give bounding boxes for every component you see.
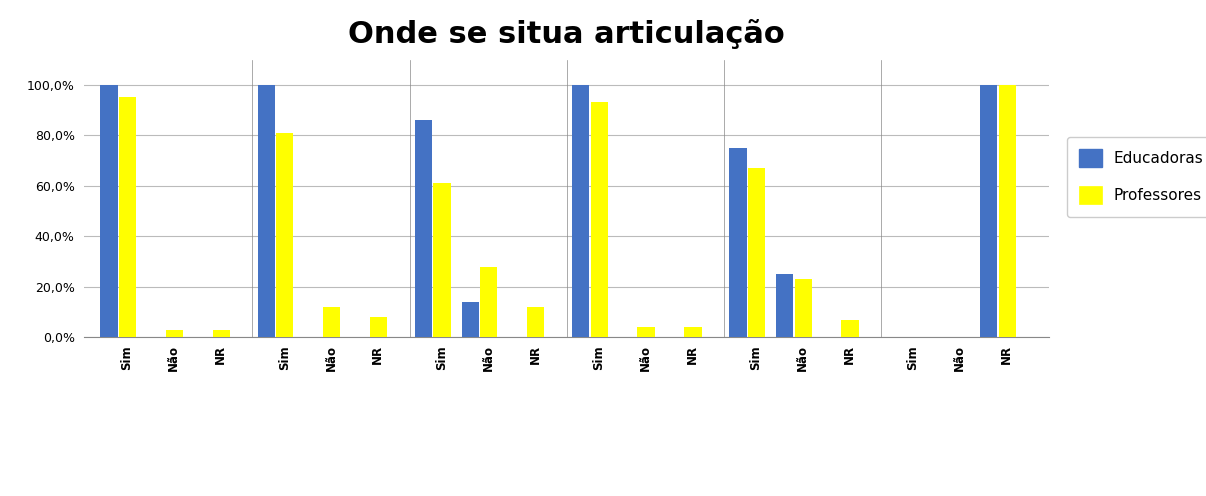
Bar xyxy=(795,279,812,337)
Bar xyxy=(842,319,859,337)
Bar xyxy=(999,85,1015,337)
Bar xyxy=(730,148,747,337)
Bar xyxy=(527,307,544,337)
Bar xyxy=(433,183,451,337)
Bar xyxy=(980,85,997,337)
Bar xyxy=(415,120,432,337)
Bar xyxy=(323,307,340,337)
Bar xyxy=(119,97,136,337)
Bar xyxy=(480,266,497,337)
Bar xyxy=(638,327,655,337)
Bar xyxy=(777,274,794,337)
Bar xyxy=(165,330,183,337)
Bar xyxy=(572,85,590,337)
Bar xyxy=(591,103,608,337)
Bar xyxy=(100,85,118,337)
Title: Onde se situa articulação: Onde se situa articulação xyxy=(349,19,785,49)
Bar xyxy=(370,317,387,337)
Legend: Educadoras, Professores: Educadoras, Professores xyxy=(1066,136,1206,217)
Bar xyxy=(748,168,765,337)
Bar xyxy=(212,330,230,337)
Bar xyxy=(258,85,275,337)
Bar xyxy=(276,133,293,337)
Bar xyxy=(684,327,702,337)
Bar xyxy=(462,302,479,337)
